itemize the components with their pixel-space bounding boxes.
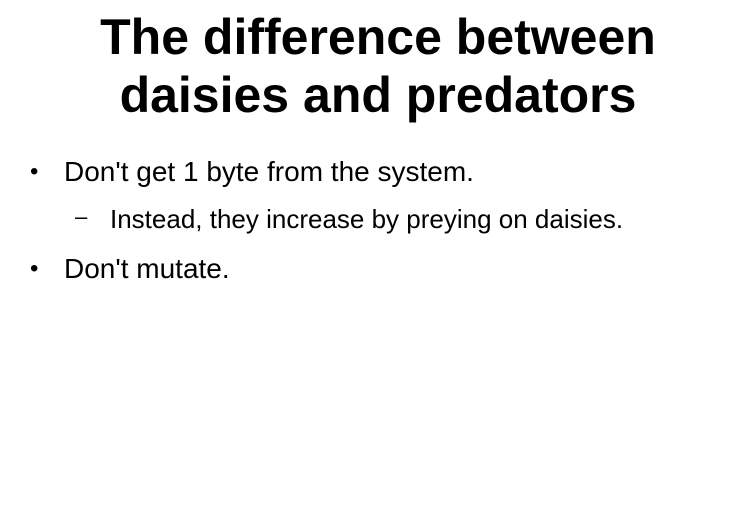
bullet-marker: • xyxy=(30,156,38,188)
slide-title-line-2: daisies and predators xyxy=(0,66,756,124)
sub-bullet-text: Instead, they increase by preying on dai… xyxy=(110,204,623,234)
slide-title-line-1: The difference between xyxy=(0,8,756,66)
sub-bullet-item: – Instead, they increase by preying on d… xyxy=(110,204,623,234)
bullet-text: Don't get 1 byte from the system. xyxy=(64,156,474,187)
bullet-text: Don't mutate. xyxy=(64,253,230,284)
bullet-item: • Don't mutate. xyxy=(64,253,230,285)
slide-title: The difference between daisies and preda… xyxy=(0,8,756,124)
sub-bullet-marker: – xyxy=(75,202,87,232)
bullet-item: • Don't get 1 byte from the system. xyxy=(64,156,474,188)
bullet-marker: • xyxy=(30,253,38,285)
